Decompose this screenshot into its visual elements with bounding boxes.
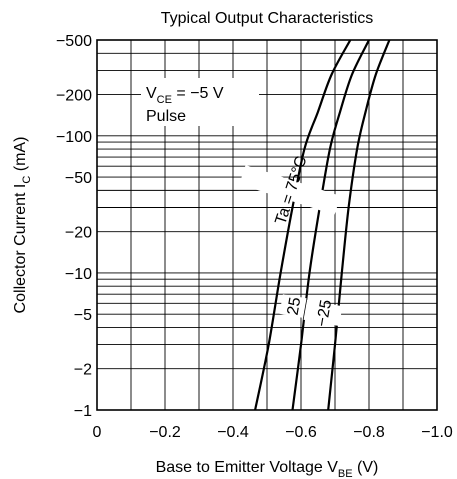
series-line <box>254 39 352 411</box>
y-axis-label-sub: C <box>21 176 33 184</box>
pulse-label: Pulse <box>146 108 186 125</box>
y-tick-label: −10 <box>65 266 92 283</box>
y-tick-label: −500 <box>56 33 92 50</box>
series-label: −25 <box>314 298 335 328</box>
series-labels: Ta = 75°C25 −25 <box>239 154 343 328</box>
series-label-background <box>279 294 307 318</box>
vce-subscript: CE <box>157 94 172 106</box>
x-axis-label-sub: BE <box>338 468 353 479</box>
y-tick-label: −200 <box>56 88 92 105</box>
x-tick-labels: 0 −0.2 −0.4 −0.6 −0.8 −1.0 <box>93 424 453 441</box>
x-tick-label: −0.6 <box>285 424 317 441</box>
series-label: 25 <box>285 296 305 317</box>
series-line <box>291 39 370 411</box>
vce-condition-label: VCE = −5 V <box>146 85 224 106</box>
annotation-background <box>141 78 259 126</box>
x-axis-label-main: Base to Emitter Voltage V <box>156 459 339 476</box>
vce-value: = −5 V <box>172 85 224 102</box>
series-label-background <box>239 165 341 215</box>
y-tick-labels: −500 −200 −100 −50 −20 −10 −5 −2 −1 <box>56 33 92 420</box>
vce-symbol: V <box>146 85 157 102</box>
y-tick-label: −20 <box>65 225 92 242</box>
y-axis-label-main: Collector Current I <box>12 184 29 314</box>
y-tick-label: −5 <box>74 307 92 324</box>
plot-frame <box>96 39 438 411</box>
x-tick-label: −1.0 <box>421 424 453 441</box>
x-tick-label: −0.2 <box>149 424 181 441</box>
conditions-annotation: VCE = −5 V Pulse <box>141 78 259 126</box>
y-tick-label: −100 <box>56 129 92 146</box>
chart-title: Typical Output Characteristics <box>161 10 374 27</box>
x-axis-label-unit: (V) <box>353 459 379 476</box>
y-tick-label: −50 <box>65 170 92 187</box>
y-tick-label: −2 <box>74 362 92 379</box>
y-tick-label: −1 <box>74 403 92 420</box>
x-tick-label: 0 <box>93 424 102 441</box>
y-axis-label: Collector Current IC (mA) <box>12 137 33 314</box>
x-tick-label: −0.8 <box>353 424 385 441</box>
x-axis-label: Base to Emitter Voltage VBE (V) <box>156 459 379 479</box>
series-label-background <box>303 300 343 326</box>
x-tick-label: −0.4 <box>217 424 249 441</box>
y-axis-label-unit: (mA) <box>12 137 29 176</box>
series-line <box>327 39 391 411</box>
